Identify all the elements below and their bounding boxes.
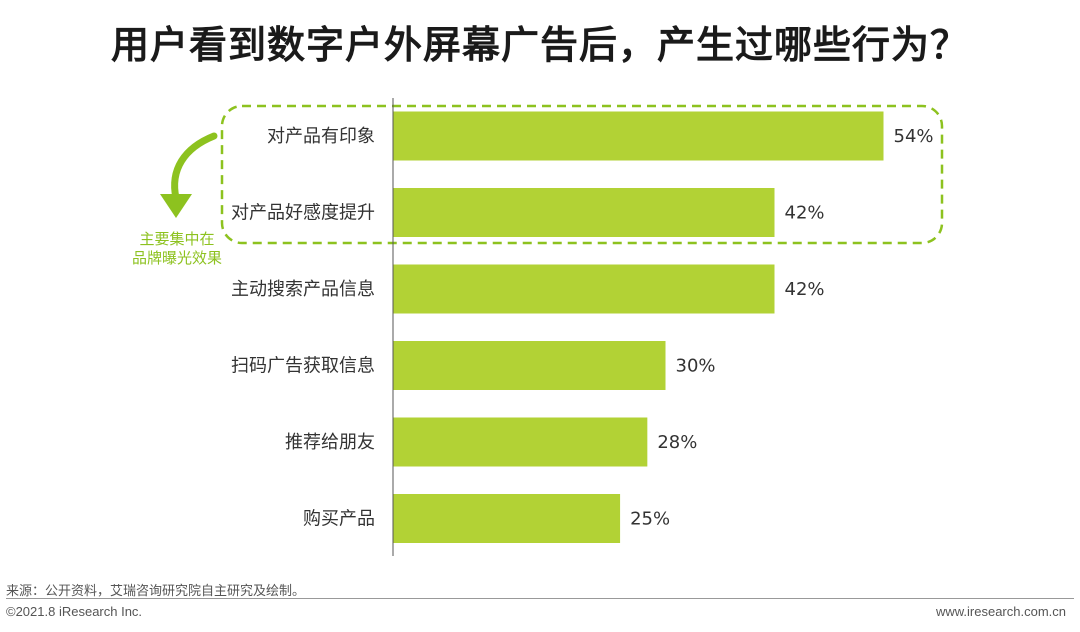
bar-4 (393, 341, 666, 390)
footer-divider (6, 598, 1074, 599)
bar-6 (393, 494, 621, 543)
category-label-5: 推荐给朋友 (285, 432, 375, 453)
category-label-6: 购买产品 (303, 509, 375, 530)
category-label-4: 扫码广告获取信息 (231, 356, 375, 377)
copyright-text: ©2021.8 iResearch Inc. (6, 604, 143, 619)
annotation-line-2: 品牌曝光效果 (131, 249, 222, 267)
chart-title: 用户看到数字户外屏幕广告后，产生过哪些行为？ (110, 23, 969, 67)
value-label-1: 54% (894, 126, 934, 147)
category-label-1: 对产品有印象 (267, 126, 375, 147)
category-label-3: 主动搜索产品信息 (231, 279, 375, 300)
website-link[interactable]: www.iresearch.com.cn (935, 604, 1066, 619)
arrow-head-icon (160, 194, 192, 218)
annotation-line-1: 主要集中在 (139, 230, 215, 248)
arrow-down-icon (171, 132, 218, 202)
highlight-annotation (160, 104, 944, 245)
bar-5 (393, 417, 648, 467)
value-label-4: 30% (676, 356, 716, 377)
annotation-note: 主要集中在 品牌曝光效果 (122, 230, 232, 268)
category-label-2: 对产品好感度提升 (231, 203, 375, 224)
value-label-6: 25% (630, 509, 670, 530)
bar-3 (393, 264, 775, 314)
bar-1 (393, 111, 884, 161)
bar-chart: 对产品有印象对产品好感度提升主动搜索产品信息扫码广告获取信息推荐给朋友购买产品 … (160, 98, 944, 556)
value-label-2: 42% (785, 203, 825, 224)
value-label-5: 28% (657, 432, 697, 453)
source-note: 来源：公开资料，艾瑞咨询研究院自主研究及绘制。 (6, 584, 306, 599)
value-label-3: 42% (785, 279, 825, 300)
bar-2 (393, 188, 775, 237)
